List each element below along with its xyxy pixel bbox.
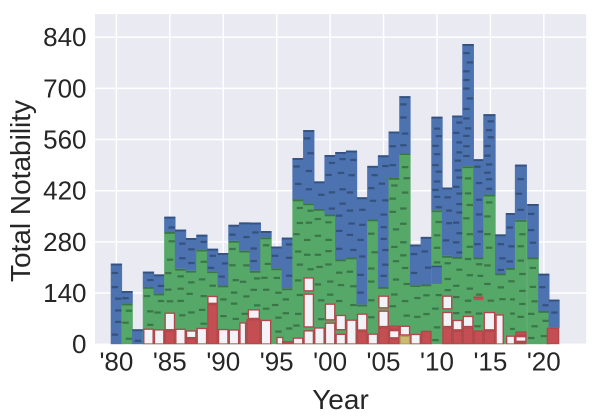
svg-text:Year: Year: [312, 384, 369, 415]
svg-text:'15: '15: [473, 347, 507, 377]
svg-text:700: 700: [43, 73, 86, 103]
svg-text:'20: '20: [527, 347, 561, 377]
svg-text:'00: '00: [313, 347, 347, 377]
svg-text:420: 420: [43, 176, 86, 206]
svg-text:'05: '05: [367, 347, 401, 377]
svg-text:'95: '95: [260, 347, 294, 377]
svg-text:'85: '85: [153, 347, 187, 377]
svg-text:Total Notability: Total Notability: [5, 100, 36, 282]
svg-text:'80: '80: [99, 347, 133, 377]
svg-text:280: 280: [43, 227, 86, 257]
svg-text:140: 140: [43, 278, 86, 308]
svg-text:'90: '90: [206, 347, 240, 377]
svg-text:'10: '10: [420, 347, 454, 377]
svg-text:560: 560: [43, 125, 86, 155]
svg-text:840: 840: [43, 22, 86, 52]
svg-text:0: 0: [72, 329, 86, 359]
